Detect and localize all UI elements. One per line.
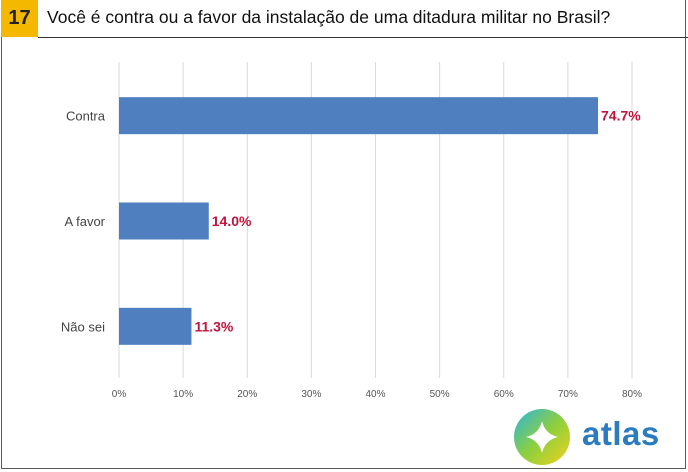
category-labels: Contra A favor Não sei [61, 109, 106, 335]
x-tick-label: 10% [173, 389, 193, 400]
x-tick-label: 40% [365, 389, 385, 400]
atlas-logo: atlas [512, 407, 672, 467]
atlas-logo-icon [514, 409, 570, 465]
bar-1 [119, 97, 599, 135]
category-label: Não sei [61, 319, 105, 334]
x-tick-label: 30% [301, 389, 321, 400]
category-label: Contra [66, 109, 106, 124]
x-tick-label: 60% [494, 389, 514, 400]
title-divider [38, 37, 688, 38]
data-label: 14.0% [212, 213, 252, 229]
data-label: 74.7% [601, 108, 641, 124]
atlas-logo-text: atlas [582, 415, 660, 452]
question-title: Você é contra ou a favor da instalação d… [47, 7, 611, 27]
question-number: 17 [1, 0, 38, 37]
x-tick-label: 20% [237, 389, 257, 400]
x-tick-label: 0% [112, 389, 127, 400]
x-axis-ticks: 0% 10% 20% 30% 40% 50% 60% 70% 80% [112, 389, 642, 400]
data-label: 11.3% [194, 318, 233, 334]
bar-3 [119, 307, 192, 345]
data-labels: 74.7% 14.0% 11.3% [194, 108, 641, 335]
bars [119, 97, 599, 345]
bar-2 [119, 202, 209, 240]
x-tick-label: 50% [430, 389, 450, 400]
x-tick-label: 70% [558, 389, 578, 400]
x-tick-label: 80% [622, 389, 642, 400]
category-label: A favor [65, 214, 106, 229]
